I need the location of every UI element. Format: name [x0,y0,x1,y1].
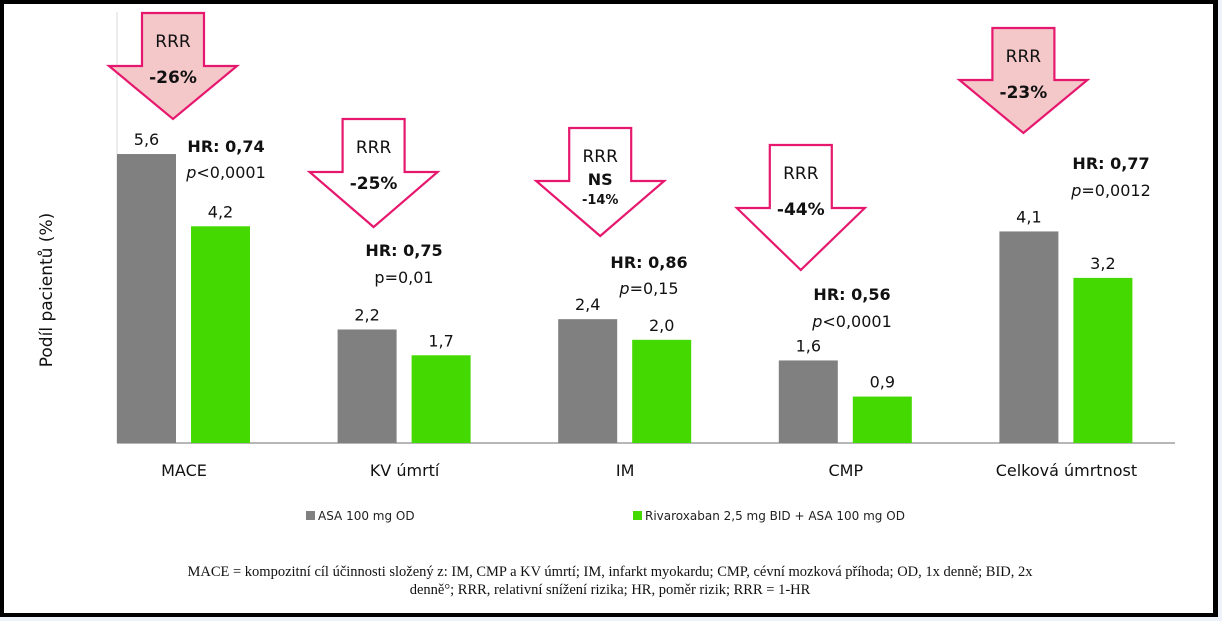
rrr-label: RRR [582,147,618,167]
x-tick-label: Celková úmrtnost [996,461,1137,480]
data-label: 3,2 [1090,254,1115,273]
hazard-ratio: HR: 0,74 [187,137,264,156]
bar-asa-3 [778,360,838,443]
rrr-label: RRR [1006,47,1042,67]
rrr-value: -25% [350,174,398,194]
rrr-label: RRR [783,164,819,184]
data-label: 2,4 [575,295,600,314]
bar-asa-0 [117,154,176,444]
p-value: p=0,0012 [1070,181,1151,200]
p-value: p<0,0001 [185,163,266,182]
bar-rivaroxaban-1 [411,355,471,443]
data-label: 0,9 [870,373,895,392]
rrr-value: -14% [582,193,619,208]
legend-swatch [306,511,315,520]
rrr-arrow-icon [956,26,1091,135]
rrr-arrow-icon [734,143,868,272]
legend-swatch [633,511,642,520]
ns-label: NS [588,170,613,189]
rrr-value: -44% [777,200,825,220]
bar-rivaroxaban-4 [1073,277,1133,443]
data-label: 2,0 [649,316,674,335]
bar-asa-1 [337,329,397,443]
p-value: p=0,15 [618,279,678,298]
legend-label: ASA 100 mg OD [318,509,415,523]
data-label: 2,2 [354,305,379,324]
rrr-value: -23% [1000,83,1048,103]
rrr-arrow-icon [306,117,441,229]
hazard-ratio: HR: 0,75 [365,241,442,260]
legend-label: Rivaroxaban 2,5 mg BID + ASA 100 mg OD [645,509,905,523]
hazard-ratio: HR: 0,56 [813,285,890,304]
rrr-arrow-icon [105,11,241,121]
rrr-arrow-icon [533,126,668,238]
bar-asa-2 [558,319,618,443]
hazard-ratio: HR: 0,86 [610,253,687,272]
x-tick-label: MACE [161,461,207,480]
footnote: MACE = kompozitní cíl účinnosti složený … [70,563,1150,599]
bar-rivaroxaban-2 [632,339,692,443]
p-value: p<0,0001 [811,312,892,331]
data-label: 5,6 [134,130,159,149]
footnote-line-2: denně°; RRR, relativní snížení rizika; H… [409,582,811,598]
data-label: 4,2 [208,202,233,221]
rrr-label: RRR [356,138,392,158]
footnote-line-1: MACE = kompozitní cíl účinnosti složený … [187,564,1033,580]
rrr-value: -26% [149,68,197,88]
data-label: 1,6 [796,336,821,355]
data-label: 1,7 [428,331,453,350]
x-tick-label: CMP [828,461,863,480]
bar-rivaroxaban-0 [191,226,250,443]
bar-asa-4 [999,231,1059,443]
legend: ASA 100 mg OD Rivaroxaban 2,5 mg BID + AS… [306,509,905,523]
bar-rivaroxaban-3 [852,396,912,443]
rrr-label: RRR [155,32,191,52]
x-tick-label: IM [616,461,635,480]
y-axis-label: Podíl pacientů (%) [37,213,57,367]
hazard-ratio: HR: 0,77 [1072,154,1149,173]
data-label: 4,1 [1016,207,1041,226]
p-value: p=0,01 [374,268,433,287]
x-tick-label: KV úmrtí [370,461,440,480]
